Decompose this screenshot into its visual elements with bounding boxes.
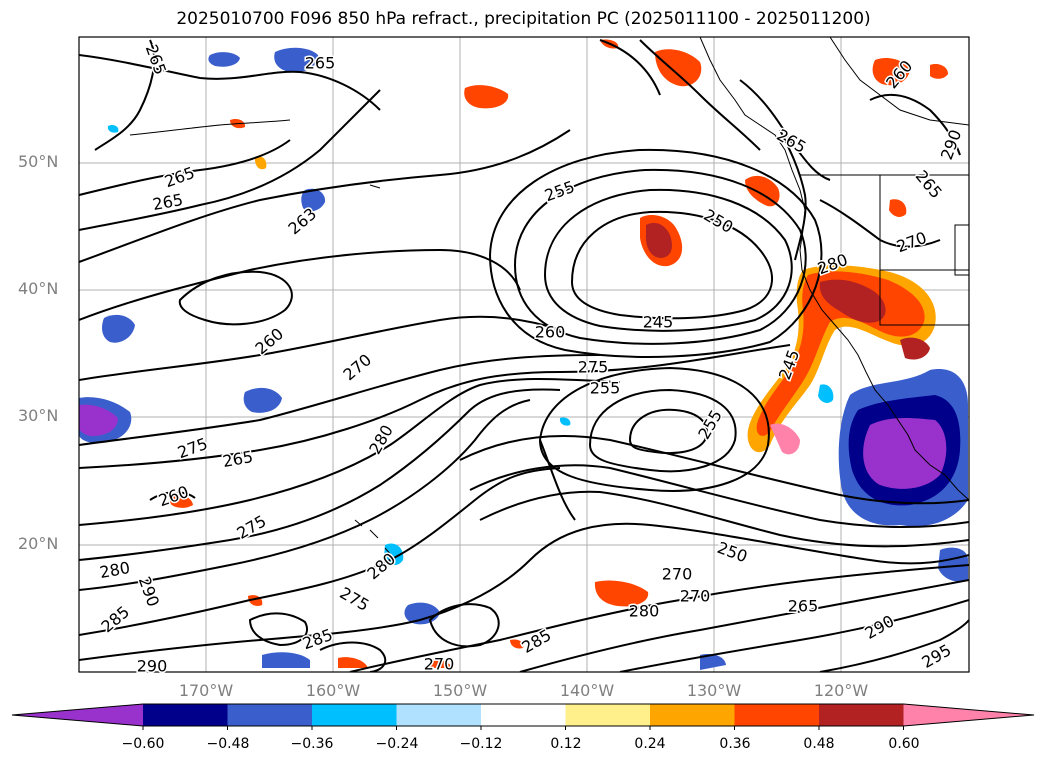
colorbar-segment — [819, 704, 904, 726]
lat-label-50n: 50°N — [18, 152, 59, 171]
contour-label: 265 — [142, 42, 170, 77]
contour-label: 255 — [590, 379, 621, 398]
contour-label: 255 — [542, 177, 577, 205]
colorbar-tick: 0.36 — [719, 736, 751, 752]
lat-label-40n: 40°N — [18, 279, 59, 298]
refractivity-contours — [79, 39, 969, 672]
colorbar-segment — [565, 704, 651, 726]
contour-label: 265 — [912, 167, 946, 203]
contour-label: 245 — [643, 313, 674, 332]
colorbar-segment — [650, 704, 735, 726]
contour-label: 265 — [221, 447, 254, 471]
colorbar-tick: 0.24 — [634, 736, 666, 752]
contour-label: 270 — [680, 587, 711, 606]
contour-label: 265 — [305, 54, 336, 73]
contour-label: 285 — [300, 625, 335, 653]
contour-label: 275 — [578, 358, 609, 377]
colorbar-tick: −0.12 — [459, 736, 503, 752]
lon-label-140w: 140°W — [559, 681, 615, 700]
contour-label: 290 — [137, 657, 168, 676]
contour-label: 260 — [535, 323, 566, 342]
colorbar-segment — [312, 704, 397, 726]
colorbar-extend-low — [12, 704, 143, 726]
colorbar-tick: −0.60 — [121, 736, 165, 752]
colorbar-segment — [396, 704, 482, 726]
colorbar-tick: 0.12 — [550, 736, 582, 752]
colorbar-segment — [143, 704, 228, 726]
gridlines — [79, 37, 969, 672]
contour-label: 265 — [788, 597, 819, 616]
map-title: 2025010700 F096 850 hPa refract., precip… — [176, 9, 871, 29]
contour-labels: 265 2652652652632552502452602702752552602… — [96, 41, 967, 677]
contour-label: 280 — [365, 422, 397, 458]
lat-label-30n: 30°N — [18, 406, 59, 425]
contour-label: 270 — [424, 655, 455, 674]
contour-label: 250 — [715, 538, 750, 566]
lon-label-150w: 150°W — [432, 681, 488, 700]
colorbar-segment — [227, 704, 313, 726]
lon-label-120w: 120°W — [813, 681, 869, 700]
colorbar-tick: −0.24 — [375, 736, 419, 752]
lon-label-130w: 130°W — [686, 681, 742, 700]
lon-label-160w: 160°W — [305, 681, 361, 700]
colorbar-segment — [734, 704, 820, 726]
contour-label: 270 — [894, 228, 929, 256]
contour-label: 255 — [694, 407, 726, 443]
colorbar-extend-high — [903, 704, 1034, 726]
colorbar-segment — [481, 704, 566, 726]
contour-label: 280 — [98, 558, 131, 582]
contour-label: 260 — [252, 324, 288, 358]
contour-label: 285 — [519, 625, 555, 657]
colorbar — [11, 703, 1035, 730]
contour-label: 250 — [701, 205, 737, 237]
lat-label-20n: 20°N — [18, 534, 59, 553]
contour-label: 290 — [862, 611, 898, 643]
contour-label: 265 — [162, 163, 197, 191]
positive-anomaly-areas — [170, 39, 948, 668]
contour-label: 275 — [337, 583, 373, 615]
contour-label: 280 — [629, 602, 660, 621]
lon-label-170w: 170°W — [178, 681, 234, 700]
colorbar-tick: 0.60 — [888, 736, 920, 752]
contour-label: 270 — [340, 350, 376, 384]
contour-label: 290 — [937, 127, 965, 162]
colorbar-tick: −0.48 — [206, 736, 250, 752]
coastlines — [129, 37, 969, 557]
colorbar-tick: 0.48 — [803, 736, 835, 752]
map-frame — [78, 36, 970, 673]
negative-anomaly-areas — [79, 47, 968, 670]
contour-label: 270 — [662, 565, 693, 584]
colorbar-tick: −0.36 — [290, 736, 334, 752]
